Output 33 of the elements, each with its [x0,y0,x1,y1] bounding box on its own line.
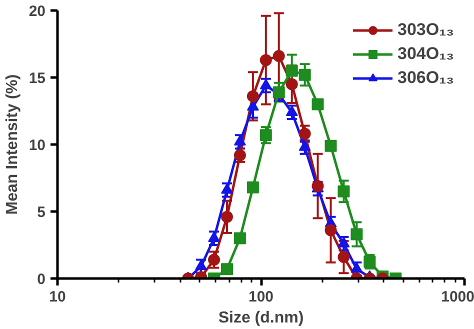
point [286,105,298,116]
x-tick-label: 1000 [441,288,474,306]
point [246,181,259,194]
point [260,54,272,66]
point [208,231,220,242]
y-tick-label: 15 [28,70,46,87]
y-tick-label: 5 [37,204,46,221]
point [350,262,363,273]
point [234,134,246,146]
point [195,260,208,270]
x-tick-label: 100 [248,288,274,306]
x-axis-title: Size (d.nm) [218,310,304,326]
y-tick-label: 0 [37,271,46,288]
y-tick-label: 20 [28,3,46,20]
x-tick-label: 10 [49,288,66,306]
point [338,185,350,198]
y-tick-label: 10 [28,137,46,154]
point [220,183,233,194]
legend-label: 303O₁₃ [398,20,454,40]
point [260,129,272,142]
point [312,98,324,110]
point [246,90,259,102]
legend-label: 306O₁₃ [398,68,454,88]
point [298,68,311,81]
point [272,50,285,62]
point [220,210,233,223]
point [324,140,337,152]
point [338,236,350,248]
legend-label: 304O₁₃ [398,44,454,64]
point [298,128,311,140]
point [286,64,298,77]
y-axis-title: Mean Intensity (%) [4,74,21,215]
point [298,140,311,151]
